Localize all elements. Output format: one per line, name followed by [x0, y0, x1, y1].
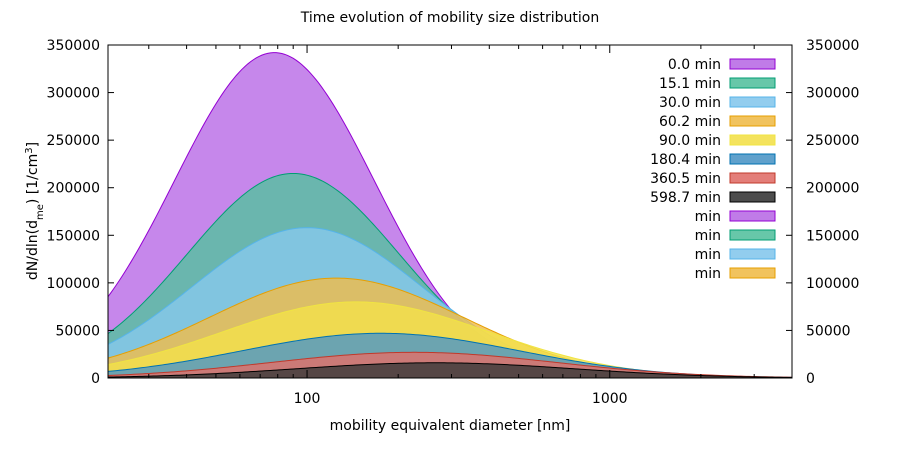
legend-swatch — [729, 77, 776, 89]
x-axis-label: mobility equivalent diameter [nm] — [330, 418, 571, 434]
y-axis-label-part-c: ] — [25, 142, 41, 147]
legend-label: 360.5 min — [650, 171, 721, 187]
legend-label: 90.0 min — [659, 133, 721, 149]
y2-tick-label: 100000 — [806, 276, 859, 292]
x-tick-label: 1000 — [592, 391, 628, 407]
y2-tick-label: 250000 — [806, 133, 859, 149]
chart-title: Time evolution of mobility size distribu… — [300, 10, 600, 26]
y-tick-label: 0 — [91, 371, 100, 387]
legend-swatch — [729, 210, 776, 222]
y2-tick-label: 200000 — [806, 181, 859, 197]
y-axis-label: dN/dln(dme) [1/cm3] — [24, 142, 46, 280]
legend-label: min — [695, 266, 721, 282]
y2-tick-label: 0 — [806, 371, 815, 387]
legend-swatch — [729, 172, 776, 184]
legend-label: 30.0 min — [659, 95, 721, 111]
y2-tick-label: 350000 — [806, 38, 859, 54]
y-tick-label: 50000 — [55, 323, 100, 339]
y-axis-label-superscript: 3 — [24, 147, 35, 153]
legend-label: 180.4 min — [650, 152, 721, 168]
legend-label: 0.0 min — [668, 57, 721, 73]
y-axis-label-part-a: dN/dln(d — [25, 220, 41, 280]
legend: 0.0 min 15.1 min 30.0 min 60.2 min 90.0 min 1… — [650, 57, 776, 282]
y-tick-label: 350000 — [47, 38, 100, 54]
y-tick-label: 150000 — [47, 228, 100, 244]
legend-swatch — [729, 115, 776, 127]
x-tick-label: 100 — [294, 391, 321, 407]
x-axis: 100 1000 — [148, 45, 793, 407]
plot-frame — [107, 44, 793, 379]
legend-label: 60.2 min — [659, 114, 721, 130]
legend-swatch — [729, 58, 776, 70]
legend-swatch — [729, 153, 776, 165]
y-axis-right: 0 50000 100000 150000 200000 250000 300000 3500… — [786, 38, 859, 387]
y-tick-label: 200000 — [47, 181, 100, 197]
y2-tick-label: 150000 — [806, 228, 859, 244]
y-axis-label-subscript: me — [35, 204, 46, 220]
y-axis-label-part-b: ) [1/cm — [25, 154, 41, 204]
legend-swatch — [729, 267, 776, 279]
legend-label: min — [695, 209, 721, 225]
series-area-8 — [107, 362, 793, 379]
legend-label: 598.7 min — [650, 190, 721, 206]
y2-tick-label: 50000 — [806, 323, 851, 339]
y-tick-label: 100000 — [47, 276, 100, 292]
series-areas — [107, 52, 793, 379]
legend-swatch — [729, 96, 776, 108]
y-tick-label: 250000 — [47, 133, 100, 149]
legend-label: min — [695, 228, 721, 244]
legend-swatch — [729, 248, 776, 260]
legend-swatch — [729, 134, 776, 146]
legend-swatch — [729, 229, 776, 241]
legend-swatch — [729, 191, 776, 203]
y-tick-label: 300000 — [47, 86, 100, 102]
y2-tick-label: 300000 — [806, 86, 859, 102]
legend-label: 15.1 min — [659, 76, 721, 92]
legend-label: min — [695, 247, 721, 263]
y-axis-left: 0 50000 100000 150000 200000 250000 300000 3500… — [47, 38, 114, 387]
